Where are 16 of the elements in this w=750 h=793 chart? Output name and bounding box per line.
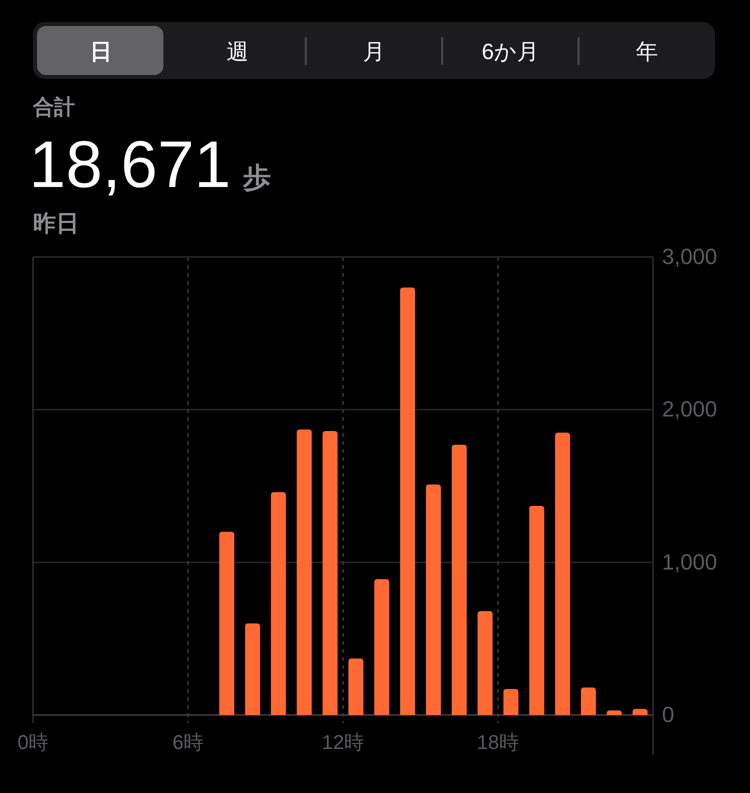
chart-subtitle: 昨日 <box>33 210 79 236</box>
text: 合計 <box>32 96 75 119</box>
text: 日 <box>90 39 112 64</box>
text: 6か月 <box>482 39 540 64</box>
x-tick-label: 12時 <box>322 732 364 754</box>
y-tick-label: 1,000 <box>662 549 718 574</box>
text: 月 <box>363 39 385 64</box>
chart-title: 18,671 歩 <box>29 127 271 201</box>
x-tick-label: 0時 <box>17 732 49 754</box>
text: 週 <box>226 39 249 64</box>
y-tick-label: 2,000 <box>662 396 718 422</box>
y-tick-label: 0 <box>662 702 674 728</box>
x-tick-label: 18時 <box>476 732 520 754</box>
x-tick-label: 6時 <box>172 732 204 754</box>
text: 年 <box>636 39 658 64</box>
y-tick-label: 3,000 <box>662 244 718 270</box>
